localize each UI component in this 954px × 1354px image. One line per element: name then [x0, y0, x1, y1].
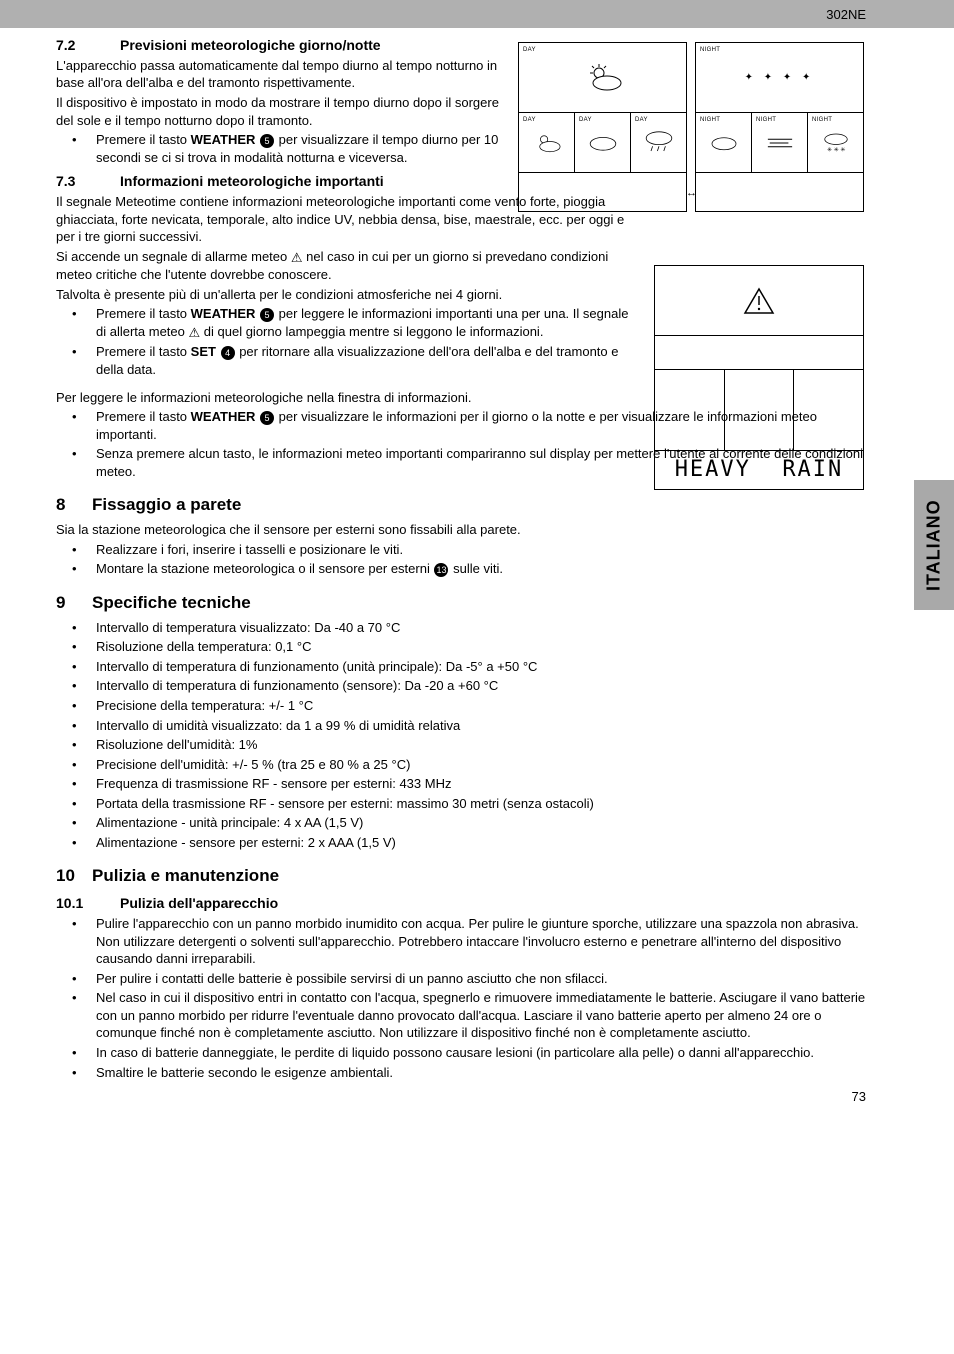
list-item: Per pulire i contatti delle batterie è p…	[56, 970, 866, 988]
heading-8: 8Fissaggio a parete	[56, 494, 866, 517]
button-ref-badge: 13	[434, 563, 448, 577]
list-item: Alimentazione - unità principale: 4 x AA…	[56, 814, 866, 832]
list-item: Intervallo di temperatura visualizzato: …	[56, 619, 866, 637]
list-item: Alimentazione - sensore per esterni: 2 x…	[56, 834, 866, 852]
list-item: Premere il tasto WEATHER 5 per leggere l…	[56, 305, 638, 341]
list-item: In caso di batterie danneggiate, le perd…	[56, 1044, 866, 1062]
list-item: Nel caso in cui il dispositivo entri in …	[56, 989, 866, 1042]
heading-9: 9Specifiche tecniche	[56, 592, 866, 615]
para: Per leggere le informazioni meteorologic…	[56, 389, 866, 407]
list-item: Montare la stazione meteorologica o il s…	[56, 560, 866, 578]
list-item: Precisione dell'umidità: +/- 5 % (tra 25…	[56, 756, 866, 774]
list-item: Intervallo di temperatura di funzionamen…	[56, 658, 866, 676]
heading-10-1: 10.1Pulizia dell'apparecchio	[56, 894, 866, 913]
spec-list: Intervallo di temperatura visualizzato: …	[56, 619, 866, 852]
button-ref-badge: 5	[260, 134, 274, 148]
list-item: Precisione della temperatura: +/- 1 °C	[56, 697, 866, 715]
list-item: Intervallo di temperatura di funzionamen…	[56, 677, 866, 695]
list-item: Frequenza di trasmissione RF - sensore p…	[56, 775, 866, 793]
para: Il segnale Meteotime contiene informazio…	[56, 193, 638, 246]
model-number: 302NE	[826, 6, 866, 24]
heading-7-3: 7.3Informazioni meteorologiche important…	[56, 172, 866, 191]
warning-icon: ⚠	[189, 324, 201, 342]
para: Sia la stazione meteorologica che il sen…	[56, 521, 866, 539]
button-ref-badge: 5	[260, 411, 274, 425]
list-item: Risoluzione dell'umidità: 1%	[56, 736, 866, 754]
page-number: 73	[852, 1088, 866, 1106]
heading-7-2: 7.2Previsioni meteorologiche giorno/nott…	[56, 36, 866, 55]
para: Il dispositivo è impostato in modo da mo…	[56, 94, 501, 129]
button-ref-badge: 4	[221, 346, 235, 360]
heading-10: 10Pulizia e manutenzione	[56, 865, 866, 888]
button-ref-badge: 5	[260, 308, 274, 322]
list-item: Premere il tasto SET 4 per ritornare all…	[56, 343, 638, 378]
cleaning-list: Pulire l'apparecchio con un panno morbid…	[56, 915, 866, 1081]
list-item: Smaltire le batterie secondo le esigenze…	[56, 1064, 866, 1082]
para: Si accende un segnale di allarme meteo ⚠…	[56, 248, 638, 284]
list-item: Premere il tasto WEATHER 5 per visualizz…	[56, 131, 501, 166]
list-item: Senza premere alcun tasto, le informazio…	[56, 445, 866, 480]
para: L'apparecchio passa automaticamente dal …	[56, 57, 501, 92]
list-item: Realizzare i fori, inserire i tasselli e…	[56, 541, 866, 559]
top-bar: 302NE	[0, 0, 954, 28]
list-item: Portata della trasmissione RF - sensore …	[56, 795, 866, 813]
list-item: Risoluzione della temperatura: 0,1 °C	[56, 638, 866, 656]
list-item: Intervallo di umidità visualizzato: da 1…	[56, 717, 866, 735]
warning-icon: ⚠	[291, 249, 303, 267]
para: Talvolta è presente più di un'allerta pe…	[56, 286, 638, 304]
list-item: Premere il tasto WEATHER 5 per visualizz…	[56, 408, 866, 443]
list-item: Pulire l'apparecchio con un panno morbid…	[56, 915, 866, 968]
